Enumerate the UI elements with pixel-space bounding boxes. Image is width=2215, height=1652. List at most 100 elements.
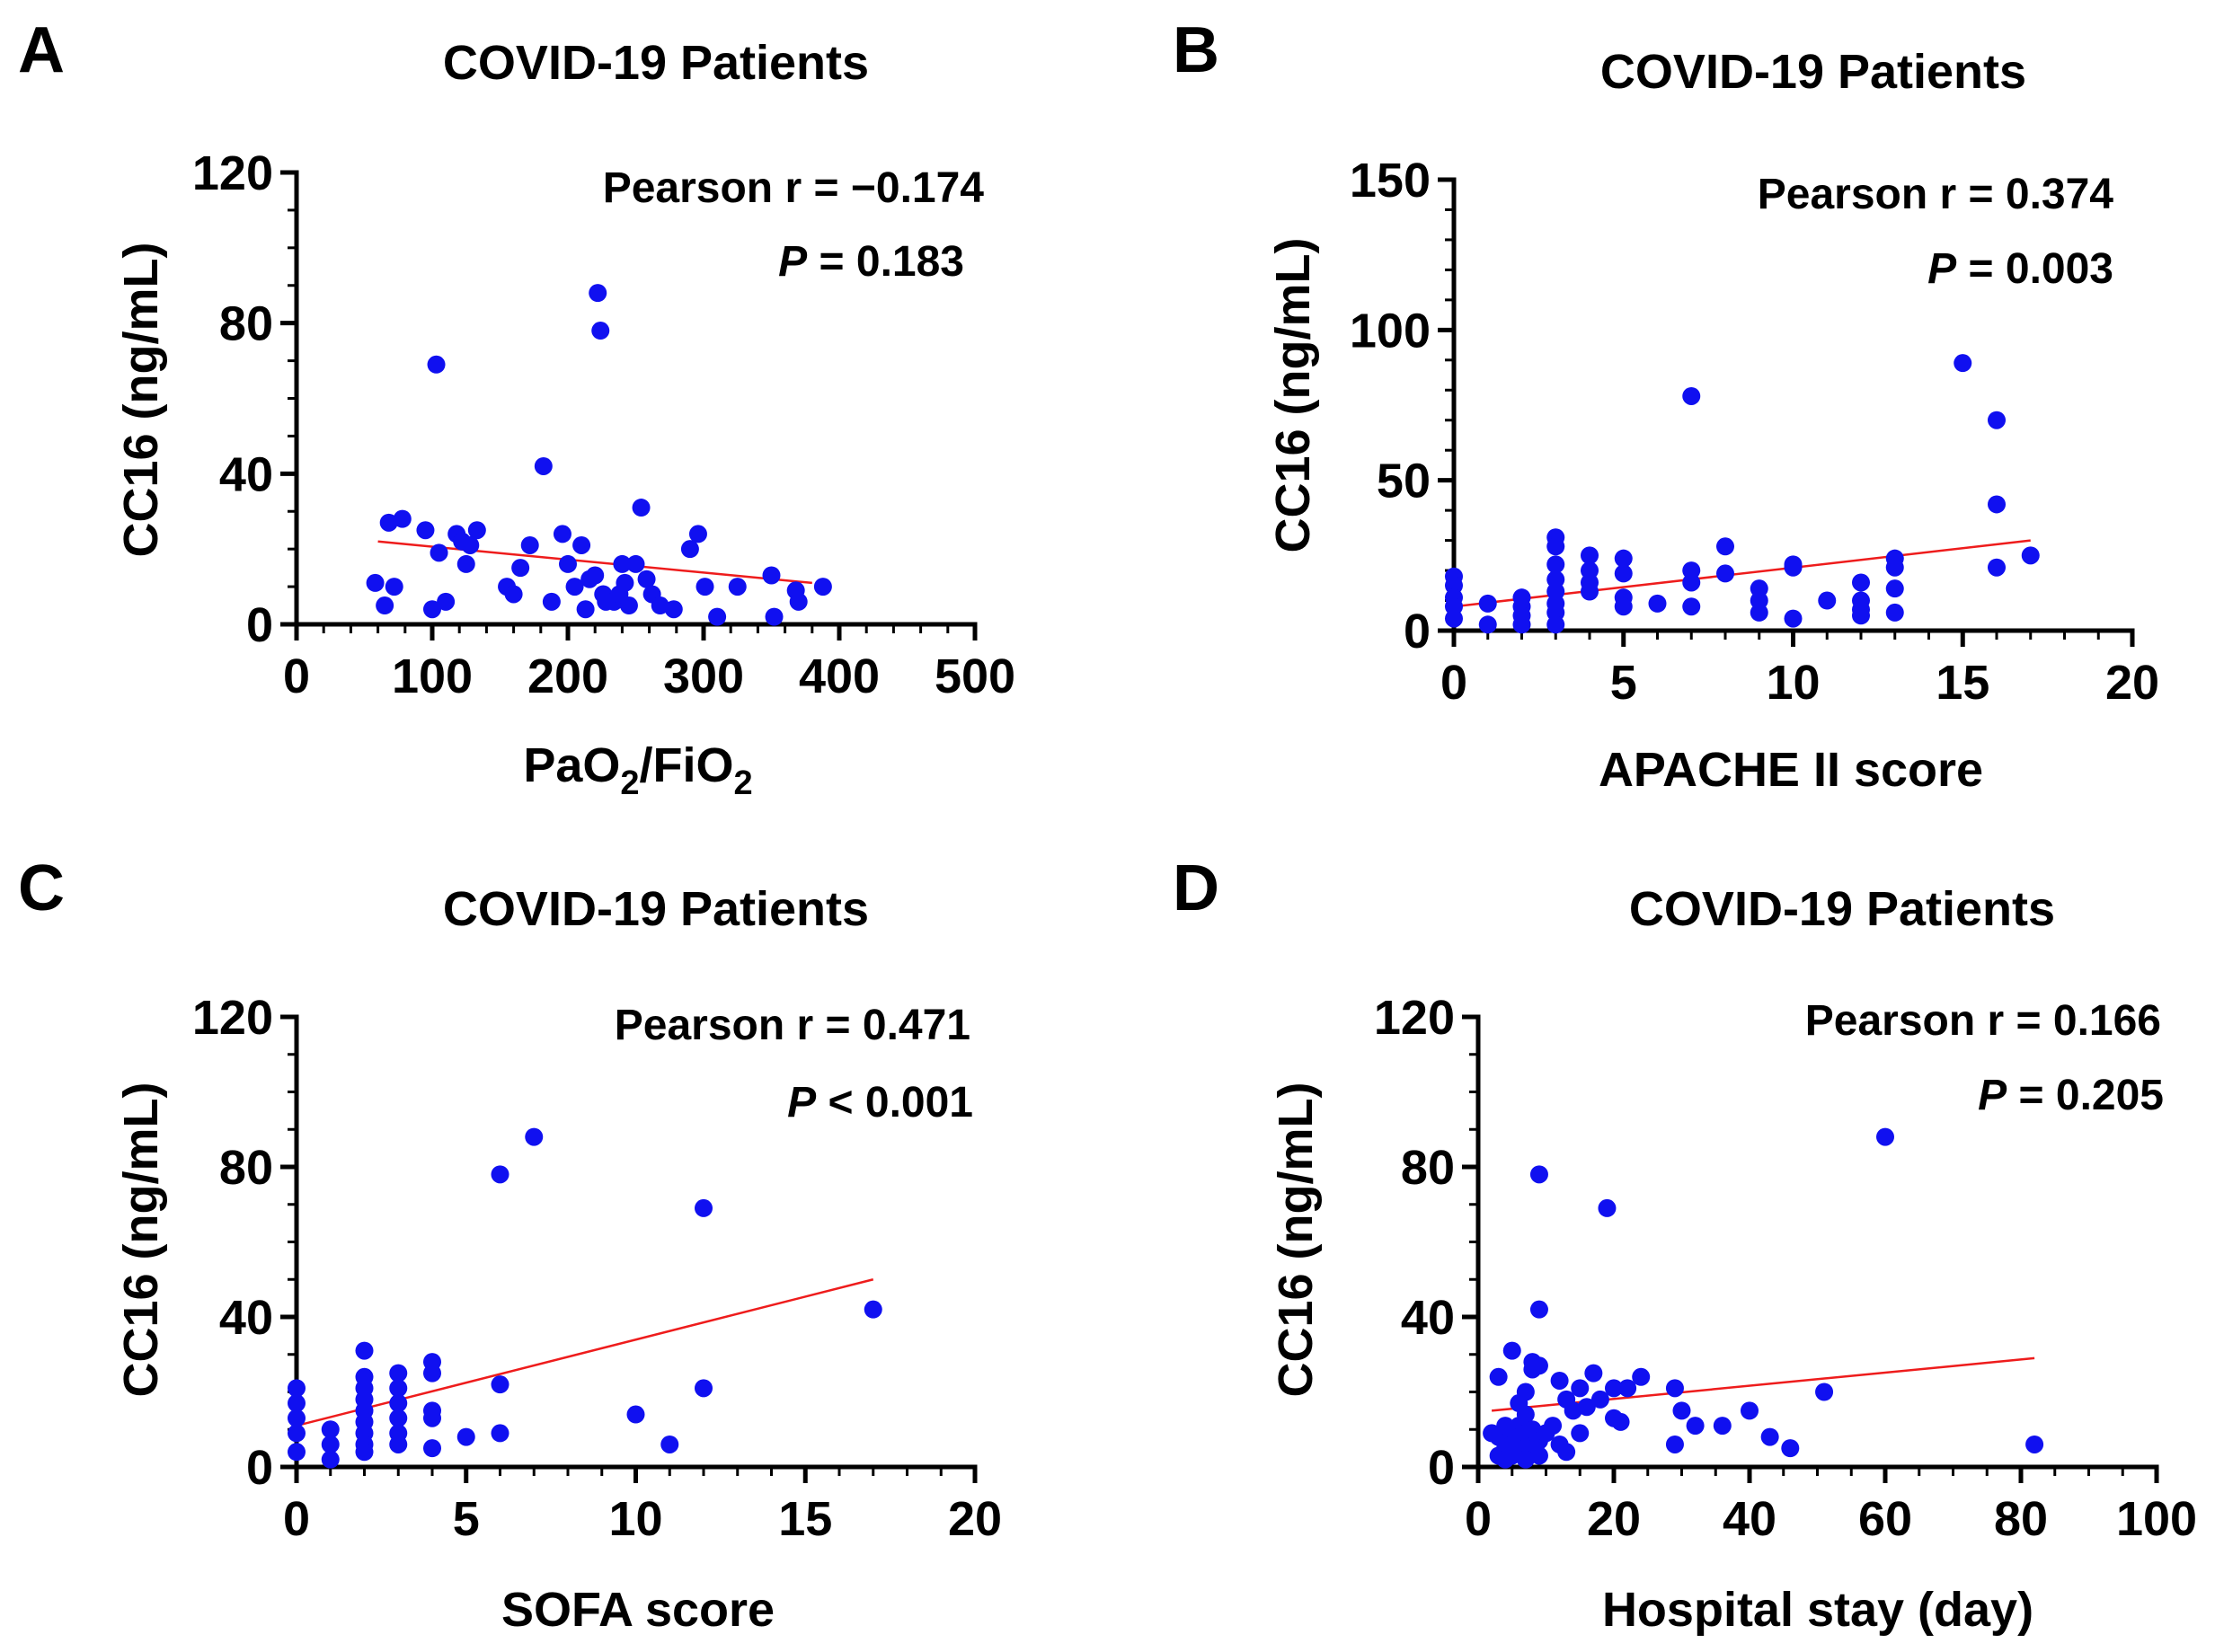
data-point: [1716, 537, 1734, 556]
chart-title: COVID-19 Patients: [1600, 45, 2026, 99]
x-tick-label: 300: [663, 649, 744, 703]
data-point: [728, 578, 747, 596]
regression-line: [296, 1278, 874, 1427]
data-point: [1885, 558, 1904, 577]
data-point: [525, 1127, 544, 1146]
data-point: [1614, 564, 1633, 583]
data-point: [1665, 1435, 1684, 1453]
pearson-r-label: Pearson r = 0.374: [1758, 171, 2114, 218]
data-point: [660, 1435, 679, 1453]
data-point: [864, 1300, 882, 1319]
data-point: [1741, 1401, 1759, 1420]
regression-line: [377, 540, 812, 585]
data-point: [762, 566, 781, 585]
data-point: [664, 600, 683, 619]
data-point: [553, 525, 571, 543]
data-point: [1478, 615, 1497, 634]
x-tick-label: 0: [1440, 656, 1467, 710]
data-point: [616, 573, 634, 592]
x-tick-label: 10: [1766, 656, 1820, 710]
data-point: [1529, 1446, 1548, 1465]
y-axis-label: CC16 (ng/mL): [1266, 238, 1320, 553]
x-tick-label: 5: [453, 1492, 480, 1546]
x-tick-label: 500: [935, 649, 1015, 703]
regression-line: [1453, 539, 2031, 608]
data-point: [1713, 1417, 1732, 1436]
y-tick-label: 80: [219, 297, 273, 351]
data-point: [695, 1379, 713, 1398]
data-point: [813, 578, 832, 596]
data-point: [1815, 1383, 1834, 1401]
data-point: [586, 566, 605, 585]
data-point: [1885, 579, 1904, 598]
data-point: [542, 592, 561, 611]
data-point: [389, 1379, 408, 1398]
data-point: [637, 570, 656, 588]
data-point: [288, 1394, 306, 1413]
data-point: [1544, 1417, 1563, 1436]
data-point: [626, 554, 645, 573]
data-point: [1716, 564, 1734, 583]
data-point: [1529, 1300, 1548, 1319]
data-point: [504, 585, 523, 604]
y-tick-label: 80: [1401, 1141, 1455, 1195]
data-point: [1611, 1412, 1630, 1431]
x-tick-label: 20: [2105, 656, 2159, 710]
y-tick-label: 40: [219, 1291, 273, 1345]
panel-a: A COVID-19 Patients Pearson r = −0.174 P…: [18, 14, 1015, 802]
x-axis-label: Hospital stay (day): [1602, 1583, 2033, 1637]
panel-letter: C: [18, 853, 65, 924]
x-tick-label: 5: [1610, 656, 1637, 710]
data-point: [423, 1439, 441, 1458]
x-tick-label: 80: [1994, 1492, 2048, 1546]
pearson-r-label: Pearson r = −0.174: [603, 164, 985, 212]
data-point: [491, 1165, 509, 1184]
x-axis-label: PaO2/FiO2: [523, 738, 752, 802]
data-point: [461, 535, 480, 554]
data-point: [1564, 1401, 1582, 1420]
data-point: [389, 1394, 408, 1413]
pearson-r-label: Pearson r = 0.166: [1805, 997, 2161, 1045]
chart-title: COVID-19 Patients: [443, 882, 869, 936]
y-tick-label: 150: [1350, 154, 1431, 208]
data-point: [565, 578, 584, 596]
data-point: [1581, 546, 1599, 565]
x-tick-label: 0: [1465, 1492, 1492, 1546]
data-point: [1614, 597, 1633, 616]
data-point: [423, 600, 441, 619]
data-point: [437, 592, 456, 611]
data-point: [1750, 603, 1768, 622]
data-point: [288, 1424, 306, 1443]
data-point: [688, 525, 707, 543]
data-point: [288, 1443, 306, 1462]
data-point: [613, 554, 632, 573]
y-tick-label: 40: [219, 447, 273, 501]
x-tick-label: 15: [778, 1492, 832, 1546]
data-point: [389, 1409, 408, 1427]
data-point: [1876, 1127, 1894, 1146]
data-point: [1512, 615, 1531, 634]
y-tick-label: 0: [1428, 1441, 1455, 1495]
data-point: [1852, 606, 1870, 625]
data-point: [389, 1364, 408, 1383]
x-tick-label: 20: [948, 1492, 1002, 1546]
data-point: [1571, 1379, 1590, 1398]
data-point: [520, 535, 539, 554]
data-point: [1686, 1417, 1705, 1436]
x-tick-label: 20: [1587, 1492, 1641, 1546]
data-point: [1516, 1450, 1535, 1469]
data-point: [1529, 1165, 1548, 1184]
p-value-label: P = 0.183: [778, 238, 964, 286]
x-tick-label: 10: [608, 1492, 662, 1546]
y-tick-label: 40: [1401, 1291, 1455, 1345]
panel-letter: D: [1173, 853, 1219, 924]
data-point: [696, 578, 714, 596]
p-value-label: P = 0.205: [1978, 1072, 2164, 1119]
data-point: [1760, 1427, 1779, 1446]
panel-letter: B: [1173, 14, 1219, 86]
x-tick-label: 15: [1936, 656, 1989, 710]
y-axis-label: CC16 (ng/mL): [114, 1082, 168, 1398]
pearson-r-label: Pearson r = 0.471: [615, 1002, 970, 1049]
x-tick-label: 40: [1723, 1492, 1776, 1546]
data-point: [389, 1435, 408, 1453]
